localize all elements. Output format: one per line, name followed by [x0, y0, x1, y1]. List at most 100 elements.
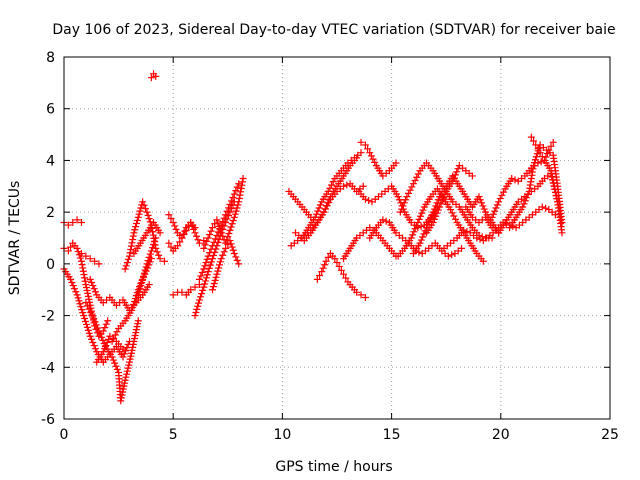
data-point — [112, 362, 120, 370]
data-point — [450, 174, 458, 182]
data-point — [369, 155, 377, 163]
data-point — [230, 190, 238, 198]
y-tick-label: -2 — [41, 309, 55, 325]
data-point — [202, 277, 210, 285]
data-point — [496, 195, 504, 203]
data-point — [231, 210, 239, 218]
data-point — [82, 252, 90, 260]
data-point — [343, 181, 351, 189]
data-point — [414, 170, 422, 178]
data-point — [69, 218, 77, 226]
data-point — [204, 268, 212, 276]
data-point — [450, 212, 458, 220]
data-point — [238, 178, 246, 186]
data-point — [558, 229, 566, 237]
data-point — [113, 365, 121, 373]
data-point — [213, 270, 221, 278]
data-point — [209, 224, 217, 232]
data-point — [448, 209, 456, 217]
data-point — [220, 248, 228, 256]
data-point — [140, 269, 148, 277]
data-point — [78, 261, 86, 269]
data-point — [217, 255, 225, 263]
data-point — [130, 300, 138, 308]
data-point — [67, 243, 75, 251]
data-point — [187, 286, 195, 294]
data-point — [104, 317, 112, 325]
data-point — [206, 261, 214, 269]
data-point — [417, 236, 425, 244]
data-point — [134, 291, 142, 299]
data-point — [225, 229, 233, 237]
data-point — [120, 382, 128, 390]
data-point — [453, 168, 461, 176]
data-point — [150, 240, 158, 248]
data-point — [133, 216, 141, 224]
data-point — [508, 175, 516, 183]
data-point — [195, 275, 203, 283]
data-point — [94, 324, 102, 332]
data-point — [90, 315, 98, 323]
y-tick-label: -4 — [41, 360, 55, 376]
data-point — [85, 305, 93, 313]
data-point — [83, 323, 91, 331]
data-point — [136, 207, 144, 215]
data-point — [192, 232, 200, 240]
data-point — [182, 226, 190, 234]
data-point — [318, 268, 326, 276]
data-point — [82, 317, 90, 325]
data-point — [211, 235, 219, 243]
data-point — [99, 336, 107, 344]
data-point — [108, 337, 116, 345]
data-point — [545, 146, 553, 154]
series-t23 — [300, 154, 361, 245]
data-point — [519, 203, 527, 211]
data-point — [364, 145, 372, 153]
data-point — [234, 201, 242, 209]
data-point — [122, 373, 130, 381]
data-point — [82, 320, 90, 328]
data-point — [319, 264, 327, 272]
data-point — [403, 193, 411, 201]
data-point — [113, 328, 121, 336]
data-point — [451, 171, 459, 179]
data-point — [460, 226, 468, 234]
data-point — [542, 204, 550, 212]
data-point — [102, 320, 110, 328]
data-point — [187, 218, 195, 226]
data-point — [489, 210, 497, 218]
data-point — [207, 258, 215, 266]
data-point — [418, 209, 426, 217]
data-point — [165, 239, 173, 247]
data-point — [102, 342, 110, 350]
data-point — [206, 231, 214, 239]
data-point — [239, 175, 247, 183]
data-point — [83, 302, 91, 310]
data-point — [476, 196, 484, 204]
series-t37 — [527, 133, 557, 164]
data-point — [111, 331, 119, 339]
data-point — [190, 225, 198, 233]
data-point — [448, 251, 456, 259]
data-point — [178, 234, 186, 242]
data-point — [213, 216, 221, 224]
data-point — [493, 201, 501, 209]
data-point — [457, 244, 465, 252]
data-point — [532, 153, 540, 161]
data-point — [415, 248, 423, 256]
data-point — [165, 211, 173, 219]
data-point — [444, 252, 452, 260]
data-point — [130, 229, 138, 237]
data-point — [201, 241, 209, 249]
data-point — [191, 229, 199, 237]
data-point — [538, 203, 546, 211]
data-point — [117, 397, 125, 405]
data-point — [357, 291, 365, 299]
data-point — [230, 213, 238, 221]
y-tick-label: -6 — [41, 412, 55, 428]
data-point — [434, 196, 442, 204]
data-point — [233, 204, 241, 212]
data-point — [315, 204, 323, 212]
x-axis-label: GPS time / hours — [275, 459, 392, 475]
data-point — [201, 262, 209, 270]
